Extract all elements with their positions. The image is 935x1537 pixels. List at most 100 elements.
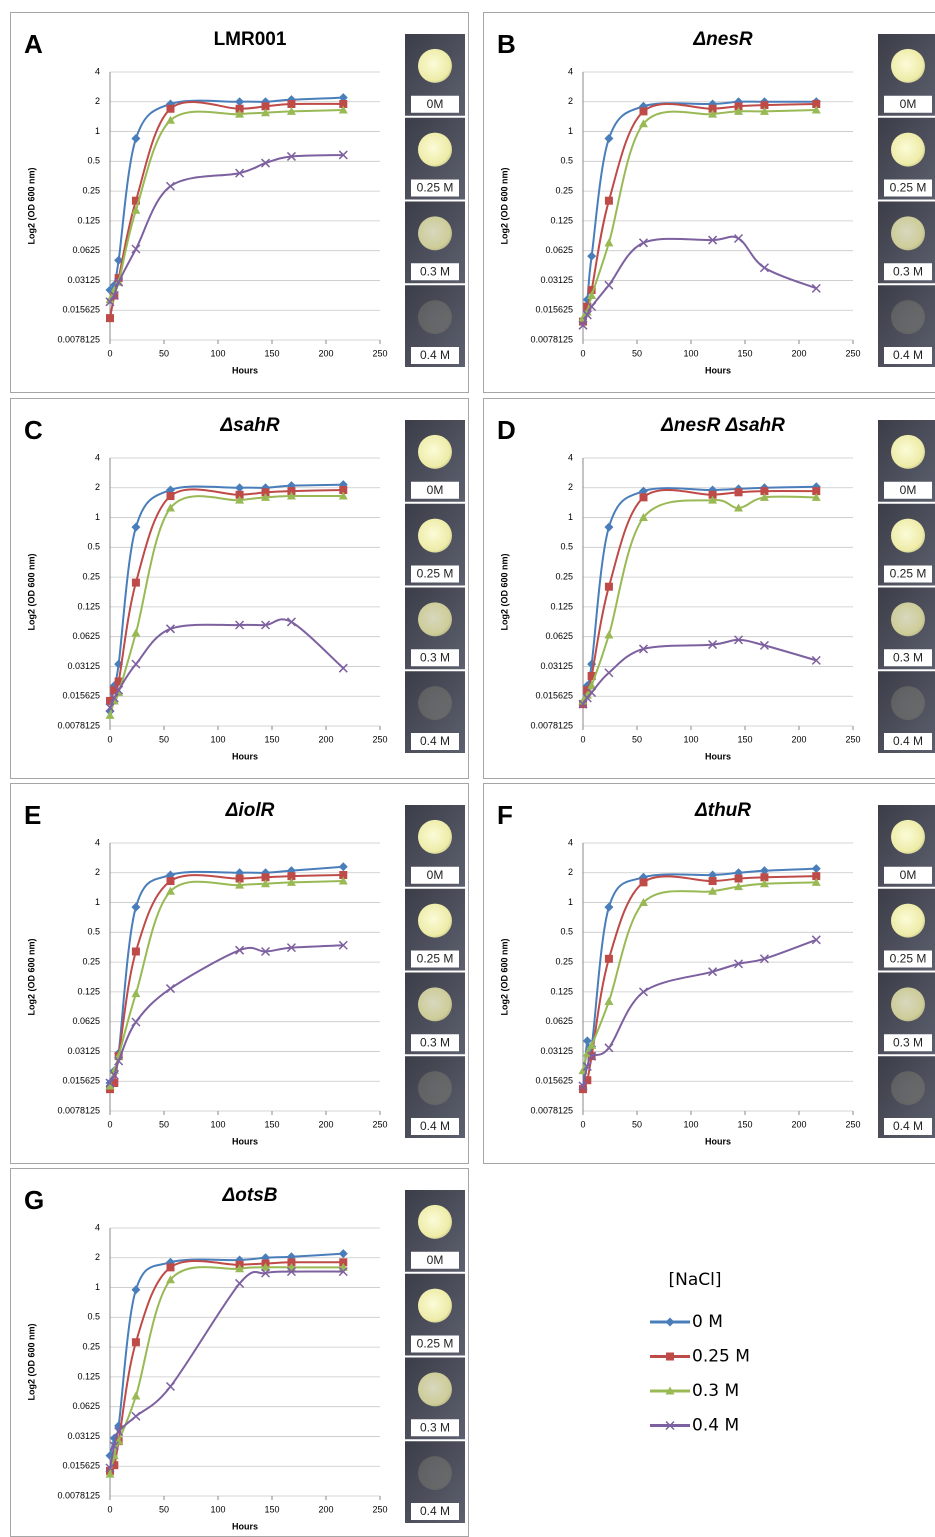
series-line [583,497,816,701]
y-tick-label: 0.0625 [72,245,100,255]
colony [418,686,452,720]
y-tick-label: 0.015625 [535,305,573,315]
y-tick-label: 4 [95,837,100,847]
marker [131,134,140,143]
plate-label: 0.4 M [420,348,450,362]
marker [166,877,174,885]
plate-label: 0M [427,868,444,882]
colony [891,519,925,553]
series-line [583,110,816,318]
plate-label: 0M [900,483,917,497]
marker [604,630,613,638]
colony [418,519,452,553]
chart-title: LMR001 [214,29,287,50]
plate-label: 0.3 M [893,650,923,664]
y-tick-label: 0.03125 [67,1431,100,1441]
marker [666,1318,675,1327]
y-tick-label: 2 [95,96,100,106]
marker [236,1279,244,1287]
x-tick-label: 250 [372,348,387,358]
x-tick-label: 0 [580,734,585,744]
colony [891,602,925,636]
marker [604,238,613,246]
colony [891,686,925,720]
marker [735,875,743,883]
plate-label: 0.4 M [420,1119,450,1133]
x-tick-label: 50 [632,734,642,744]
colony [891,216,925,250]
y-tick-label: 0.5 [87,1312,100,1322]
marker [132,948,140,956]
x-tick-label: 0 [107,348,112,358]
panel-letter: D [497,415,516,445]
x-tick-label: 150 [264,1504,279,1514]
x-tick-label: 250 [372,734,387,744]
colony [891,987,925,1021]
series-line [110,98,343,290]
series-line [110,102,343,318]
panel: BΔnesR0.00781250.0156250.031250.06250.12… [484,13,935,393]
y-tick-label: 4 [568,452,573,462]
y-tick-label: 2 [95,482,100,492]
y-tick-label: 0.5 [560,927,573,937]
y-tick-label: 0.0625 [72,631,100,641]
x-tick-label: 200 [318,734,333,744]
marker [166,1382,174,1390]
x-tick-label: 100 [210,348,225,358]
marker [605,583,613,591]
marker [132,245,140,253]
series-line [110,867,343,1083]
legend-label: 0.4 M [692,1416,739,1436]
marker [735,234,743,242]
panel-letter: C [24,415,43,445]
legend: [NaCl]0 M0.25 M0.3 M0.4 M [650,1270,750,1436]
marker [604,523,613,532]
colony [418,133,452,167]
y-tick-label: 1 [568,897,573,907]
y-tick-label: 2 [95,867,100,877]
x-tick-label: 200 [791,1119,806,1129]
series-line [110,485,343,712]
colony [418,820,452,854]
plate-label: 0.4 M [420,1504,450,1518]
plate-label: 0M [900,97,917,111]
panel-letter: B [497,29,516,59]
x-tick-label: 200 [791,348,806,358]
x-tick-label: 150 [737,1119,752,1129]
x-tick-label: 100 [683,734,698,744]
marker [760,264,768,272]
x-tick-label: 100 [683,1119,698,1129]
colony [891,820,925,854]
x-axis-title: Hours [705,365,731,375]
colony [418,987,452,1021]
y-tick-label: 0.25 [555,185,573,195]
series-line [110,881,343,1086]
series-line [110,496,343,715]
y-axis-title: Log2 (OD 600 nm) [499,938,509,1015]
marker [287,618,295,626]
x-tick-label: 0 [580,348,585,358]
y-tick-label: 1 [568,126,573,136]
y-tick-label: 0.25 [82,1341,100,1351]
y-tick-label: 0.125 [550,986,573,996]
marker [604,997,613,1005]
x-tick-label: 200 [318,1504,333,1514]
marker [132,579,140,587]
y-tick-label: 0.125 [77,215,100,225]
marker [605,669,613,677]
x-tick-label: 0 [107,1504,112,1514]
y-tick-label: 0.0625 [545,245,573,255]
marker [604,134,613,143]
x-tick-label: 150 [737,348,752,358]
y-tick-label: 0.0625 [72,1016,100,1026]
marker [587,252,596,261]
marker [166,492,174,500]
y-tick-label: 0.5 [87,542,100,552]
x-tick-label: 200 [318,1119,333,1129]
plate-label: 0.25 M [417,567,454,581]
colony [418,1289,452,1323]
marker [639,107,647,115]
legend-label: 0.3 M [692,1381,739,1401]
y-tick-label: 0.03125 [540,275,573,285]
panel-letter: E [24,800,41,830]
